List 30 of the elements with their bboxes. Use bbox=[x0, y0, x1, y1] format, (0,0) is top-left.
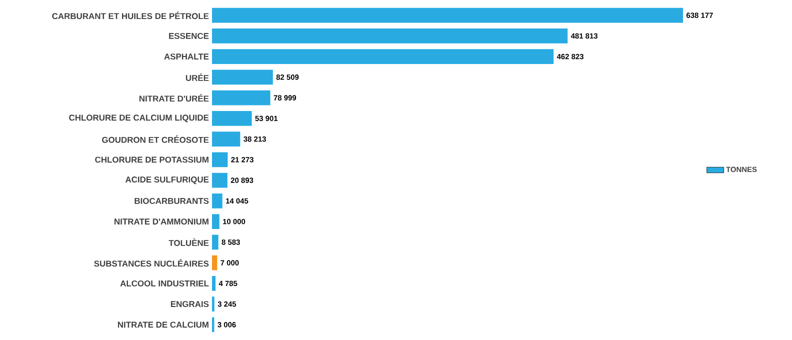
y-tick-label: ESSENCE bbox=[169, 32, 209, 39]
y-tick-label: URÉE bbox=[186, 73, 209, 81]
y-tick-label: ALCOOL INDUSTRIEL bbox=[120, 280, 209, 286]
y-tick-label: CHLORURE DE CALCIUM LIQUIDE bbox=[69, 114, 209, 122]
bar bbox=[212, 172, 228, 188]
y-tick-label: BIOCARBURANTS bbox=[134, 198, 209, 204]
bar bbox=[212, 132, 240, 146]
y-tick-label: CARBURANT ET HUILES DE PÉTROLE bbox=[52, 12, 209, 20]
y-tick-label: ASPHALTE bbox=[164, 54, 209, 60]
bar bbox=[212, 276, 216, 291]
bar bbox=[212, 234, 218, 250]
y-tick-label: ACIDE SULFURIQUE bbox=[125, 176, 209, 184]
y-tick-label: GOUDRON ET CRÉOSOTE bbox=[102, 135, 209, 143]
bar bbox=[212, 111, 252, 126]
bar bbox=[212, 255, 218, 270]
y-tick-label: SUBSTANCES NUCLÉAIRES bbox=[94, 259, 209, 267]
y-tick-label: NITRATE D'URÉE bbox=[139, 94, 209, 102]
bar bbox=[212, 194, 222, 208]
y-tick-label: CHLORURE DE POTASSIUM bbox=[95, 156, 208, 163]
bar bbox=[212, 152, 228, 168]
y-tick-label: NITRATE DE CALCIUM bbox=[118, 322, 208, 328]
bar bbox=[212, 8, 684, 23]
y-tick-label: NITRATE D'AMMONIUM bbox=[114, 218, 208, 225]
bar bbox=[212, 49, 554, 64]
y-tick-label: TOLUÈNE bbox=[168, 238, 209, 246]
bar bbox=[212, 28, 568, 44]
bar bbox=[212, 70, 273, 85]
y-tick-label: ENGRAIS bbox=[170, 301, 209, 308]
bar bbox=[212, 214, 220, 229]
bar bbox=[212, 90, 270, 106]
